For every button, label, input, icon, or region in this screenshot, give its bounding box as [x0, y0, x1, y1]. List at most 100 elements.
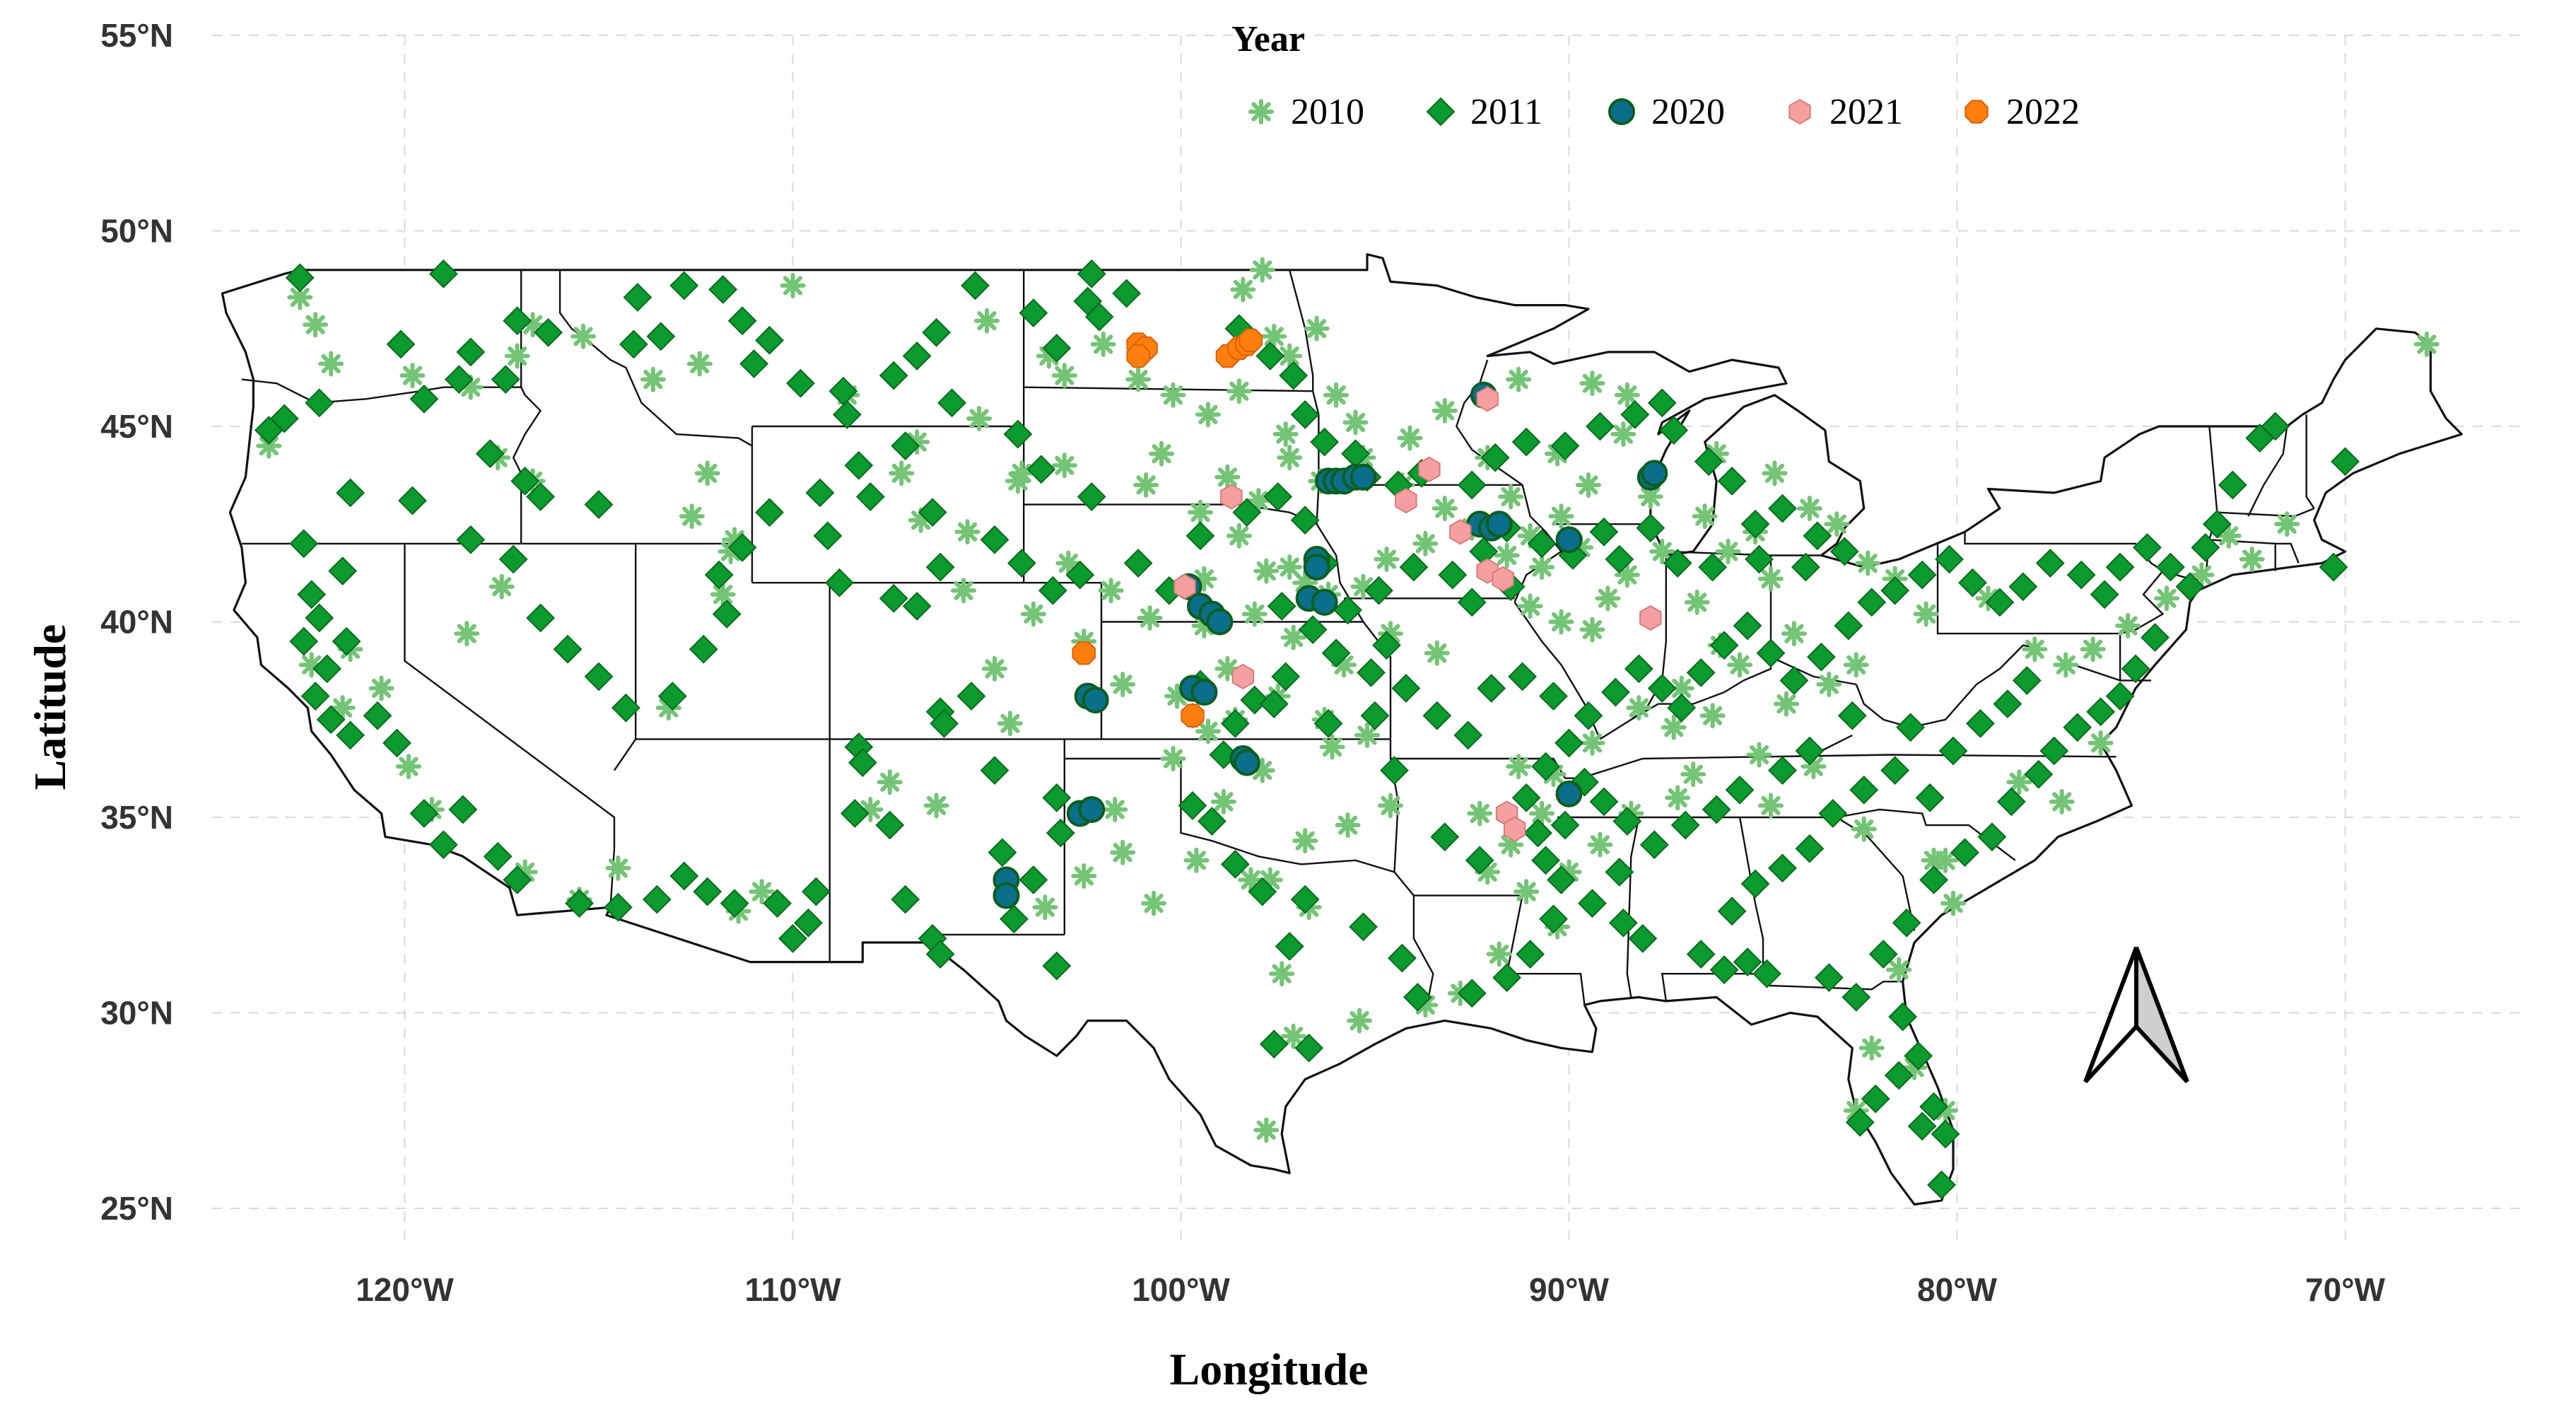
point-2010: [1692, 503, 1718, 530]
point-2011: [708, 275, 738, 304]
y-tick-label: 35°N: [100, 799, 173, 836]
point-2011: [891, 885, 920, 914]
point-2011: [794, 908, 823, 938]
point-2011: [902, 591, 932, 621]
point-2011: [925, 940, 955, 969]
point-2011: [483, 841, 513, 871]
point-2010: [1397, 425, 1423, 451]
point-2011: [619, 329, 648, 359]
point-2020: [993, 882, 1020, 909]
point-2011: [1896, 713, 1926, 742]
point-2011: [1950, 838, 1979, 868]
point-2010: [1699, 703, 1726, 729]
point-2011: [336, 720, 365, 750]
point-2011: [1628, 924, 1658, 953]
legend-key-2022: [1965, 100, 1989, 124]
point-2011: [305, 603, 334, 633]
point-2011: [1019, 865, 1048, 894]
point-2010: [1187, 499, 1213, 525]
point-2011: [300, 682, 330, 711]
point-2011: [813, 521, 843, 551]
point-2020: [1555, 780, 1583, 807]
point-2010: [2153, 585, 2179, 612]
point-2011: [1275, 932, 1304, 961]
point-2011: [1372, 631, 1401, 660]
point-2011: [1259, 1029, 1289, 1059]
state-boundary: [2305, 414, 2315, 509]
point-2010: [1195, 402, 1221, 428]
point-2011: [802, 877, 831, 906]
point-2010: [981, 655, 1007, 682]
state-boundary: [1855, 644, 2047, 729]
point-2020: [1311, 588, 1338, 616]
point-2010: [877, 769, 903, 795]
point-2010: [1051, 363, 1077, 389]
point-2011: [1267, 591, 1296, 621]
point-2010: [329, 695, 356, 721]
point-2011: [1065, 560, 1095, 590]
point-2011: [1935, 544, 1964, 574]
point-2010: [1319, 734, 1345, 760]
point-2011: [1829, 537, 1859, 566]
point-2011: [1919, 1092, 1948, 1121]
point-2010: [1032, 894, 1058, 921]
point-2010: [1214, 464, 1241, 490]
point-2021: [1503, 816, 1526, 842]
state-boundary: [2247, 426, 2288, 517]
point-2011: [669, 861, 699, 891]
point-2011: [755, 498, 784, 527]
y-tick-label: 30°N: [100, 995, 173, 1032]
point-2011: [2121, 654, 2150, 684]
point-2011: [2319, 552, 2348, 582]
point-2011: [1803, 521, 1832, 551]
point-2010: [1277, 343, 1303, 369]
point-2011: [956, 682, 986, 711]
point-2011: [2024, 759, 2054, 789]
x-tick-label: 100°W: [1132, 1271, 1230, 1308]
point-2010: [1098, 578, 1124, 604]
point-2011: [2175, 572, 2205, 602]
point-2011: [2141, 623, 2170, 653]
legend-label: 2020: [1651, 92, 1725, 132]
point-2011: [1123, 549, 1153, 578]
point-2011: [1003, 419, 1033, 449]
point-2020: [1350, 463, 1377, 491]
point-2011: [879, 361, 908, 390]
point-2010: [1241, 601, 1267, 627]
point-2011: [1232, 498, 1262, 527]
point-2011: [1996, 787, 2026, 817]
point-2011: [2105, 552, 2135, 582]
point-2011: [1178, 790, 1207, 820]
point-2010: [1280, 1023, 1306, 1049]
state-boundary: [1362, 621, 1434, 1013]
point-2010: [1253, 558, 1280, 584]
point-2011: [755, 325, 784, 355]
point-2011: [2218, 470, 2247, 500]
point-2011: [1255, 341, 1285, 370]
point-2011: [1600, 677, 1630, 707]
point-2011: [805, 478, 835, 508]
legend-label: 2011: [1470, 92, 1542, 132]
point-2011: [289, 626, 319, 656]
point-2011: [1019, 298, 1048, 328]
point-2010: [1304, 315, 1330, 341]
point-2011: [1740, 869, 1770, 899]
point-2011: [289, 529, 319, 559]
point-2011: [1531, 752, 1560, 781]
point-2010: [2088, 730, 2114, 756]
point-2011: [1814, 963, 1844, 993]
point-2011: [1842, 982, 1871, 1012]
point-2011: [1620, 399, 1650, 429]
point-2011: [1709, 955, 1739, 985]
point-2010: [1494, 542, 1520, 568]
point-2011: [879, 583, 908, 613]
point-2011: [1795, 736, 1825, 766]
point-2010: [640, 366, 666, 392]
point-2011: [1861, 1084, 1890, 1114]
point-2010: [1432, 496, 1458, 522]
point-2011: [840, 799, 870, 828]
point-2010: [1614, 382, 1640, 408]
point-2011: [1907, 560, 1937, 590]
point-2010: [1548, 503, 1574, 530]
